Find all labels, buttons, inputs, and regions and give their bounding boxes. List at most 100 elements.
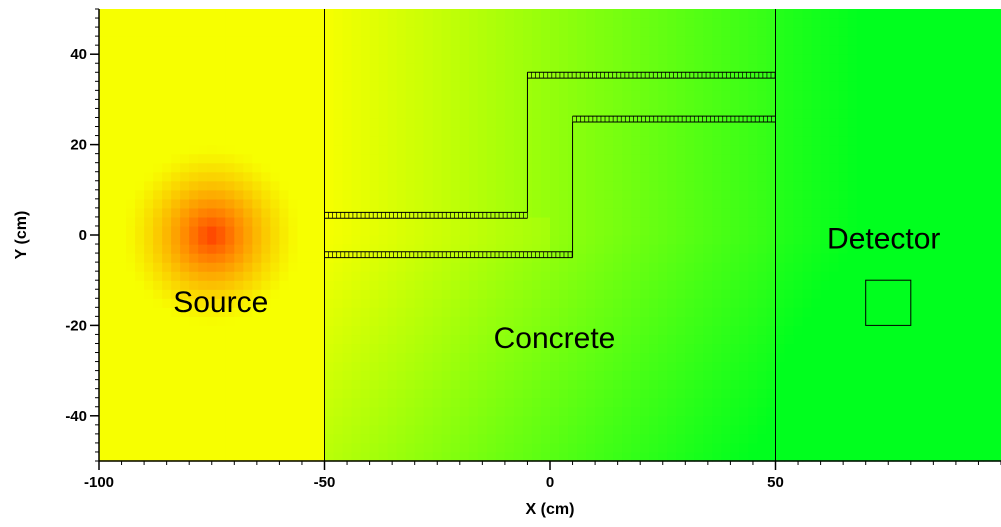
heatmap-cell	[703, 9, 713, 19]
heatmap-cell	[982, 289, 993, 299]
heatmap-cell	[892, 424, 903, 435]
heatmap-cell	[180, 9, 190, 19]
heatmap-cell	[766, 198, 777, 209]
heatmap-cell	[838, 343, 849, 354]
heatmap-cell	[667, 280, 677, 290]
heatmap-cell	[315, 171, 326, 182]
heatmap-cell	[748, 216, 759, 227]
heatmap-cell	[288, 235, 299, 245]
heatmap-cell	[730, 180, 741, 191]
heatmap-cell	[838, 442, 849, 453]
heatmap-cell	[306, 99, 317, 110]
heatmap-cell	[324, 90, 335, 100]
heatmap-cell	[748, 424, 759, 435]
heatmap-cell	[450, 216, 461, 227]
heatmap-cell	[99, 307, 109, 317]
heatmap-cell	[540, 135, 551, 146]
heatmap-cell	[270, 442, 280, 453]
heatmap-cell	[802, 262, 813, 272]
heatmap-cell	[432, 189, 443, 200]
heatmap-cell	[99, 298, 109, 308]
heatmap-cell	[351, 108, 362, 119]
heatmap-cell	[504, 262, 515, 272]
heatmap-cell	[622, 63, 632, 73]
heatmap-cell	[297, 36, 308, 46]
heatmap-cell	[658, 361, 668, 372]
heatmap-cell	[919, 406, 930, 417]
heatmap-cell	[306, 325, 317, 336]
heatmap-cell	[892, 117, 903, 128]
heatmap-cell	[667, 225, 677, 236]
heatmap-cell	[432, 162, 443, 173]
heatmap-cell	[198, 253, 208, 263]
heatmap-cell	[306, 289, 317, 299]
heatmap-cell	[928, 271, 939, 281]
heatmap-cell	[135, 162, 145, 173]
heatmap-cell	[901, 370, 912, 381]
heatmap-cell	[865, 45, 876, 55]
heatmap-cell	[559, 370, 569, 381]
heatmap-cell	[342, 18, 353, 28]
heatmap-cell	[676, 27, 686, 37]
heatmap-cell	[441, 316, 452, 326]
heatmap-cell	[171, 63, 181, 73]
heatmap-cell	[495, 271, 506, 281]
heatmap-cell	[793, 189, 804, 200]
heatmap-cell	[162, 379, 172, 390]
heatmap-cell	[495, 451, 506, 462]
heatmap-cell	[459, 415, 470, 426]
heatmap-cell	[901, 198, 912, 209]
heatmap-cell	[459, 216, 470, 227]
heatmap-cell	[189, 216, 199, 227]
heatmap-cell	[135, 72, 145, 82]
heatmap-cell	[171, 334, 181, 345]
heatmap-cell	[135, 253, 145, 263]
heatmap-cell	[721, 207, 731, 218]
heatmap-cell	[874, 153, 885, 164]
heatmap-cell	[622, 280, 632, 290]
heatmap-cell	[649, 189, 659, 200]
heatmap-cell	[856, 397, 867, 408]
heatmap-cell	[559, 18, 569, 28]
heatmap-cell	[99, 198, 109, 209]
heatmap-cell	[261, 225, 271, 236]
heatmap-cell	[441, 189, 452, 200]
heatmap-cell	[261, 36, 271, 46]
heatmap-cell	[955, 135, 966, 146]
heatmap-cell	[477, 18, 488, 28]
heatmap-cell	[586, 198, 596, 209]
heatmap-cell	[964, 451, 975, 462]
heatmap-cell	[351, 307, 362, 317]
heatmap-cell	[288, 225, 299, 236]
heatmap-cell	[955, 433, 966, 444]
heatmap-cell	[423, 271, 434, 281]
heatmap-cell	[982, 153, 993, 164]
heatmap-cell	[595, 126, 605, 137]
heatmap-cell	[459, 117, 470, 128]
heatmap-cell	[703, 36, 713, 46]
heatmap-cell	[883, 153, 894, 164]
heatmap-cell	[676, 388, 686, 399]
heatmap-cell	[730, 334, 741, 345]
heatmap-cell	[126, 180, 136, 191]
heatmap-cell	[604, 90, 614, 100]
heatmap-cell	[261, 27, 271, 37]
heatmap-cell	[468, 235, 479, 245]
heatmap-cell	[468, 171, 479, 182]
heatmap-cell	[982, 90, 993, 100]
heatmap-cell	[279, 198, 290, 209]
heatmap-cell	[405, 81, 416, 91]
heatmap-cell	[658, 271, 668, 281]
heatmap-cell	[991, 415, 1001, 426]
heatmap-cell	[261, 316, 271, 326]
heatmap-cell	[757, 307, 768, 317]
heatmap-cell	[198, 54, 208, 64]
heatmap-cell	[378, 108, 389, 119]
heatmap-cell	[919, 126, 930, 137]
heatmap-cell	[198, 334, 208, 345]
heatmap-cell	[667, 352, 677, 363]
heatmap-cell	[522, 397, 533, 408]
heatmap-cell	[396, 352, 407, 363]
heatmap-cell	[937, 370, 948, 381]
heatmap-cell	[766, 289, 777, 299]
